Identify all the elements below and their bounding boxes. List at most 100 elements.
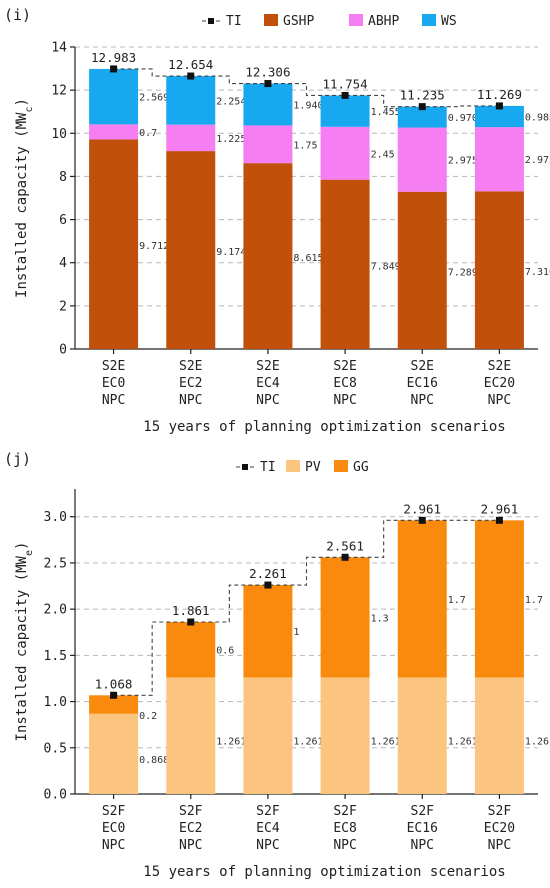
y-axis-title-subscript: c [24,106,35,112]
legend-swatch [264,14,278,26]
x-category-label: S2E [411,359,434,374]
bar-segment [89,139,139,349]
y-tick-label: 1.0 [44,695,67,710]
legend-swatch [334,460,348,472]
bar-value-label: 2.56953 [139,93,181,104]
bar-value-label: 9.71299 [139,241,181,252]
x-category-label: S2E [179,359,202,374]
ti-marker [418,103,426,111]
x-category-label: EC4 [256,821,280,836]
bar-segment [320,677,370,794]
bar-value-label: 2.2549 [216,96,252,107]
bar-segment [397,106,447,128]
x-category-label: S2E [333,359,356,374]
bar-value-label: 1.7 [525,595,543,606]
x-category-label: NPC [488,838,511,853]
y-tick-label: 10 [51,127,67,142]
bar-value-label: 0.868 [139,755,169,766]
y-axis-title-subscript: e [24,550,35,556]
bar-value-label: 7.31063 [525,267,550,278]
bar-value-label: 8.61536 [293,253,335,264]
bar-segment [397,520,447,678]
y-tick-label: 2.5 [44,556,67,571]
ti-value-label: 2.261 [249,566,287,581]
x-category-label: EC16 [407,376,438,391]
x-category-label: EC16 [407,821,438,836]
ti-value-label: 12.654 [168,57,213,72]
bar-segment [474,191,524,349]
bar-value-label: 1 [293,627,299,638]
legend-swatch [422,14,436,26]
x-axis-title: 15 years of planning optimization scenar… [143,419,505,435]
x-category-label: EC0 [102,821,125,836]
chart-panel-i: (i) TI GSHP ABHP WS 0 2 4 6 8 10 12 14 Installed capa… [4,6,550,435]
ti-value-label: 11.235 [400,88,445,103]
y-tick-label: 0 [59,343,67,358]
bar-value-label: 1.261 [371,737,401,748]
legend-label: GSHP [283,14,314,29]
legend-label: WS [441,14,457,29]
x-category-label: S2E [488,359,511,374]
ti-value-label: 2.961 [481,501,519,516]
legend-label: GG [353,460,369,475]
bar-segment [166,124,216,152]
panel-label: (j) [4,450,31,468]
bar-segment [320,126,370,180]
x-category-label: EC8 [333,376,356,391]
bar-value-label: 0.2 [139,711,157,722]
x-category-label: S2F [179,804,203,819]
bar-value-label: 1.7 [448,595,466,606]
bar-segment [397,677,447,794]
bar-segment [243,125,293,164]
x-category-label: EC2 [179,376,202,391]
bar-segment [243,585,293,678]
bar-segment [320,95,370,127]
x-category-label: NPC [333,838,356,853]
y-tick-label: 3.0 [44,510,67,525]
bar-segment [243,163,293,349]
bar-value-label: 7.84909 [371,261,413,272]
bar-segment [397,127,447,192]
legend-swatch [286,460,300,472]
panel-label: (i) [4,6,31,24]
bar-segment [243,677,293,794]
bar-value-label: 1.261 [525,737,550,748]
y-axis-title-text: Installed capacity (MW [14,112,30,298]
ti-value-label: 11.269 [477,87,522,102]
x-category-label: S2F [411,804,435,819]
y-tick-label: 2 [59,299,67,314]
chart-panel-j: (j) TI PV GG 0.0 0.5 1.0 1.5 2.0 2.5 3.0 Installed … [4,450,550,880]
y-tick-label: 12 [51,84,67,99]
y-tick-label: 8 [59,170,67,185]
ti-marker [418,516,426,524]
bar-segment [166,76,216,125]
bar-value-label: 0.6 [216,646,234,657]
x-category-label: EC20 [484,376,515,391]
bar-segment [320,557,370,678]
bar-segment [474,127,524,192]
bar-segment [89,695,139,714]
bar-value-label: 2.45 [371,149,395,160]
bar-segment [166,621,216,678]
y-axis-title: Installed capacity (MWc) [14,98,35,298]
ti-marker [341,91,349,99]
ti-marker [341,553,349,561]
ti-marker [110,691,118,699]
y-axis-title-close: ) [14,98,30,106]
y-tick-label: 6 [59,213,67,228]
y-tick-label: 1.5 [44,649,67,664]
bar-value-label: 2.975 [448,156,478,167]
ti-value-label: 11.754 [323,76,368,91]
x-category-label: NPC [179,838,202,853]
x-axis-title: 15 years of planning optimization scenar… [143,864,505,880]
x-category-label: NPC [488,393,511,408]
x-category-label: NPC [102,838,125,853]
bar-value-label: 1.4552 [371,107,407,118]
ti-line [113,519,500,696]
x-category-label: EC0 [102,376,125,391]
x-category-label: EC2 [179,821,202,836]
x-category-label: S2F [333,804,357,819]
x-category-label: NPC [256,838,279,853]
ti-marker [264,80,272,88]
